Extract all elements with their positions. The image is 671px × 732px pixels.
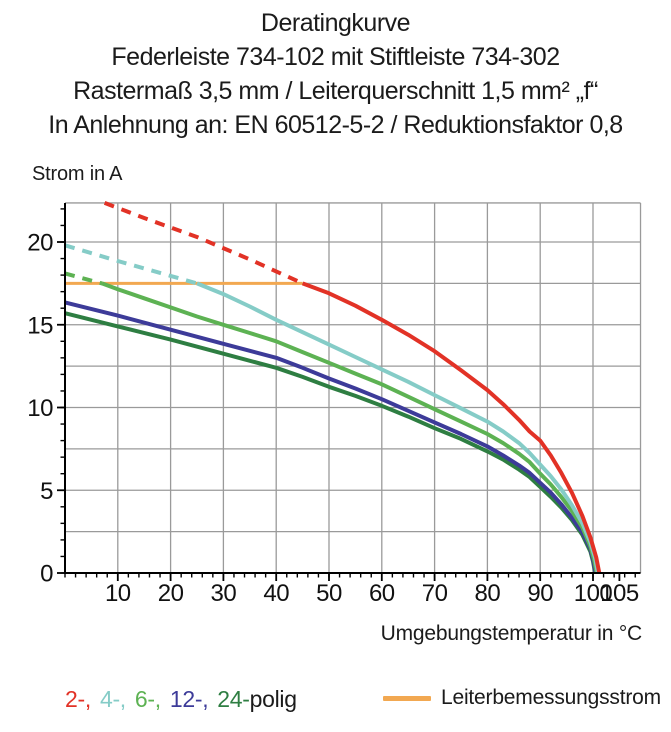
series-line-12-polig: [64, 300, 598, 574]
x-tick-label: 60: [369, 580, 395, 607]
series-line-6-polig: [101, 281, 599, 574]
x-tick-label: 10: [105, 580, 131, 607]
x-tick-label: 70: [422, 580, 448, 607]
series-line-2-polig: [301, 281, 602, 574]
rated-current-legend: Leiterbemessungsstrom: [383, 686, 661, 710]
title-line-4: In Anlehnung an: EN 60512-5-2 / Reduktio…: [48, 111, 623, 139]
series-line-dashed-2-polig: [103, 201, 304, 286]
legend-pole-item: 2-,: [65, 686, 91, 712]
derating-chart: 10 20 30 40 50 60 70 80 90 100 105 0 5 10 15 20: [0, 160, 671, 620]
y-tick-label: 0: [40, 561, 53, 588]
pole-legend: 2-, 4-, 6-, 12-, 24-polig: [65, 686, 297, 713]
series-line-dashed-6-polig: [64, 271, 103, 286]
title-line-1: Deratingkurve: [260, 9, 411, 37]
x-axis-title: Umgebungstemperatur in °C: [380, 622, 643, 645]
y-axis-title: Strom in A: [32, 163, 123, 185]
rated-current-line-swatch: [383, 695, 431, 701]
x-tick-label: 105: [600, 580, 639, 607]
x-tick-label: 50: [316, 580, 342, 607]
y-tick-label: 5: [40, 478, 53, 505]
series-line-dashed-4-polig: [64, 243, 198, 286]
x-tick-label: 30: [211, 580, 237, 607]
y-tick-label: 15: [27, 312, 53, 339]
chart-title-block: Deratingkurve Federleiste 734-102 mit St…: [0, 6, 671, 142]
legend-pole-item: 6-,: [134, 686, 161, 712]
legend-pole-item: 4-,: [99, 686, 126, 712]
rated-current-label: Leiterbemessungsstrom: [441, 686, 661, 709]
series-line-24-polig: [64, 311, 598, 574]
legend-pole-item: 12-,: [169, 686, 209, 712]
y-tick-label: 10: [27, 395, 53, 422]
series-line-4-polig: [196, 281, 600, 574]
title-line-2: Federleiste 734-102 mit Stiftleiste 734-…: [111, 43, 560, 71]
title-line-3: Rastermaß 3,5 mm / Leiterquerschnitt 1,5…: [73, 77, 598, 105]
x-tick-label: 100: [574, 580, 613, 607]
pole-legend-suffix: polig: [249, 686, 297, 712]
x-tick-label: 80: [475, 580, 501, 607]
x-tick-label: 20: [158, 580, 184, 607]
pole-legend-items: 2-, 4-, 6-, 12-, 24-: [65, 686, 250, 712]
y-tick-label: 20: [27, 230, 53, 257]
legend-pole-item: 24-: [217, 686, 250, 712]
x-tick-label: 90: [527, 580, 553, 607]
x-tick-label: 40: [263, 580, 289, 607]
